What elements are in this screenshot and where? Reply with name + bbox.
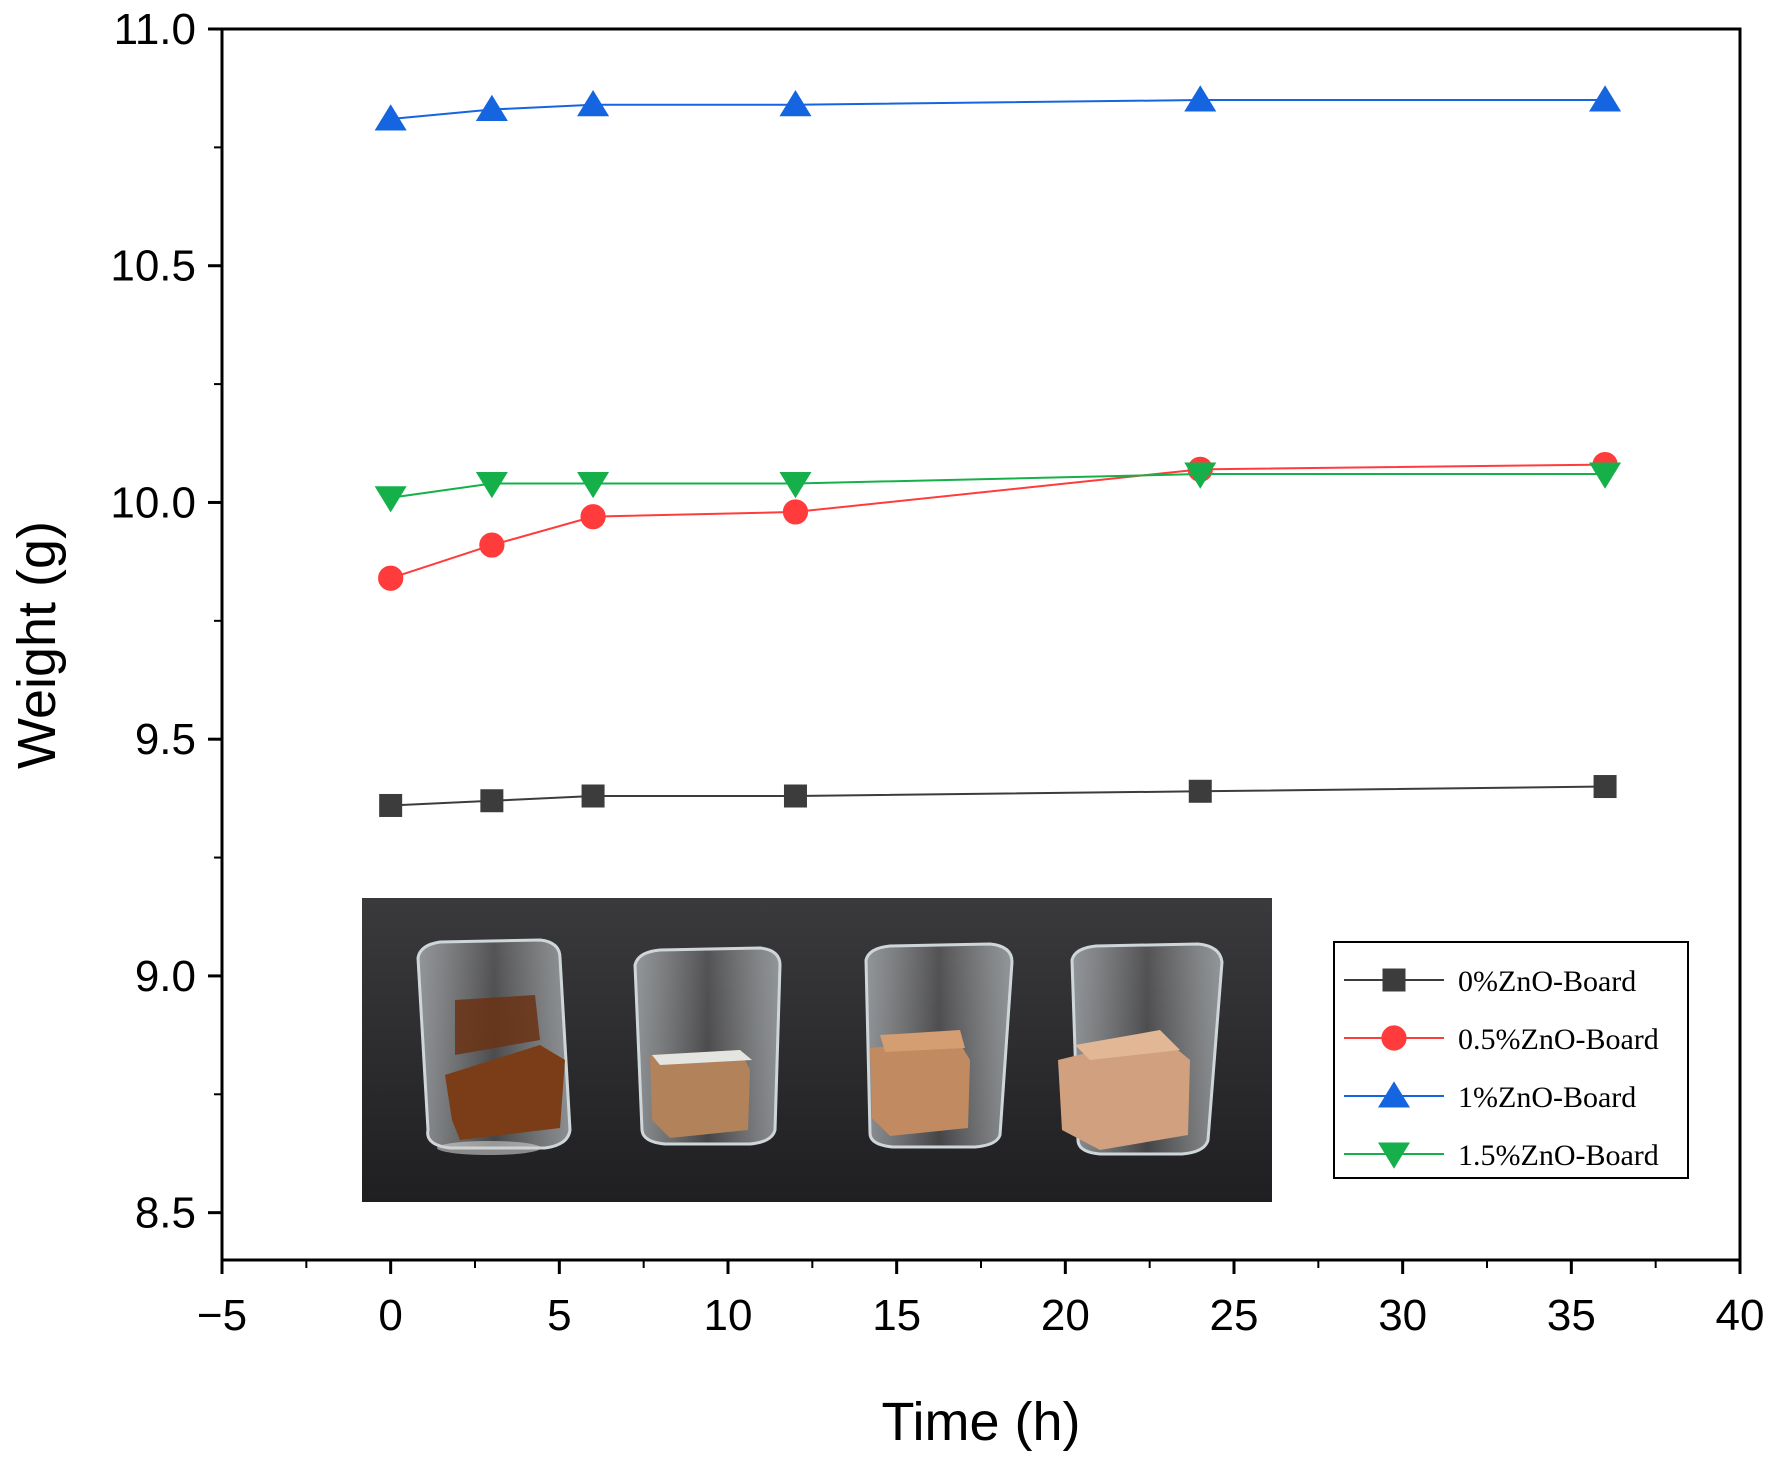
data-point [577, 90, 610, 117]
legend-item: 0%ZnO-Board [1344, 965, 1636, 998]
legend: 0%ZnO-Board 0.5%ZnO-Board 1%ZnO-Board 1.5%Z… [1333, 941, 1689, 1179]
y-axis-title: Weight (g) [7, 521, 67, 769]
data-point [1589, 462, 1622, 489]
data-point [1188, 779, 1212, 803]
legend-label: 1%ZnO-Board [1458, 1081, 1636, 1114]
legend-item: 1.5%ZnO-Board [1344, 1139, 1659, 1172]
beaker-4 [1058, 942, 1224, 1156]
x-tick-label: 30 [1378, 1291, 1427, 1340]
series-line [390, 99, 1606, 120]
data-point [581, 784, 605, 808]
beaker-2 [633, 946, 782, 1146]
data-point [480, 789, 504, 813]
x-tick-label: −5 [197, 1291, 247, 1340]
data-point [580, 504, 606, 530]
beaker-1 [416, 938, 572, 1155]
beaker-3 [864, 942, 1014, 1149]
data-point [379, 793, 403, 817]
x-tick-label: 10 [704, 1291, 753, 1340]
data-point [1589, 85, 1622, 112]
x-tick-label: 40 [1716, 1291, 1765, 1340]
series-line [390, 473, 1606, 499]
x-tick-label: 0 [378, 1291, 402, 1340]
legend-label: 1.5%ZnO-Board [1458, 1139, 1659, 1172]
data-point [374, 104, 407, 131]
data-point [479, 532, 505, 558]
legend-marker [1382, 968, 1406, 992]
x-tick-label: 35 [1547, 1291, 1596, 1340]
y-tick-label: 8.5 [135, 1189, 196, 1238]
inset-photo [362, 898, 1272, 1202]
x-axis-ticks: −5 0 5 10 15 20 25 30 35 40 [197, 1260, 1765, 1340]
data-point [1184, 85, 1217, 112]
legend-item: 0.5%ZnO-Board [1344, 1023, 1659, 1056]
series-0 [379, 775, 1617, 817]
x-axis-title: Time (h) [882, 1392, 1081, 1452]
data-point [782, 499, 809, 525]
legend-marker [1377, 1081, 1411, 1108]
series-3 [374, 462, 1622, 513]
series-2 [374, 85, 1622, 131]
data-point [783, 784, 807, 808]
data-point [475, 472, 508, 499]
x-tick-label: 20 [1041, 1291, 1090, 1340]
data-point [779, 472, 812, 499]
x-tick-label: 25 [1210, 1291, 1259, 1340]
legend-label: 0%ZnO-Board [1458, 965, 1636, 998]
y-tick-label: 11.0 [114, 5, 196, 54]
data-point [1593, 775, 1617, 799]
data-point [374, 486, 407, 513]
data-point [378, 565, 404, 591]
y-axis-ticks: 8.5 9.0 9.5 10.0 10.5 11.0 [110, 5, 222, 1238]
legend-label: 0.5%ZnO-Board [1458, 1023, 1659, 1056]
data-point [779, 90, 812, 117]
x-tick-label: 5 [547, 1291, 571, 1340]
series-line [390, 785, 1606, 807]
legend-marker [1377, 1142, 1411, 1169]
y-tick-label: 9.0 [135, 952, 196, 1001]
data-point [1184, 462, 1217, 489]
y-tick-label: 9.5 [135, 715, 196, 764]
y-tick-label: 10.5 [110, 242, 196, 291]
data-point [475, 94, 508, 121]
series-layer [374, 85, 1622, 817]
legend-marker [1381, 1025, 1407, 1051]
series-line [390, 463, 1606, 580]
legend-item: 1%ZnO-Board [1344, 1081, 1636, 1114]
y-tick-label: 10.0 [110, 478, 196, 527]
x-tick-label: 15 [872, 1291, 921, 1340]
data-point [577, 472, 610, 499]
